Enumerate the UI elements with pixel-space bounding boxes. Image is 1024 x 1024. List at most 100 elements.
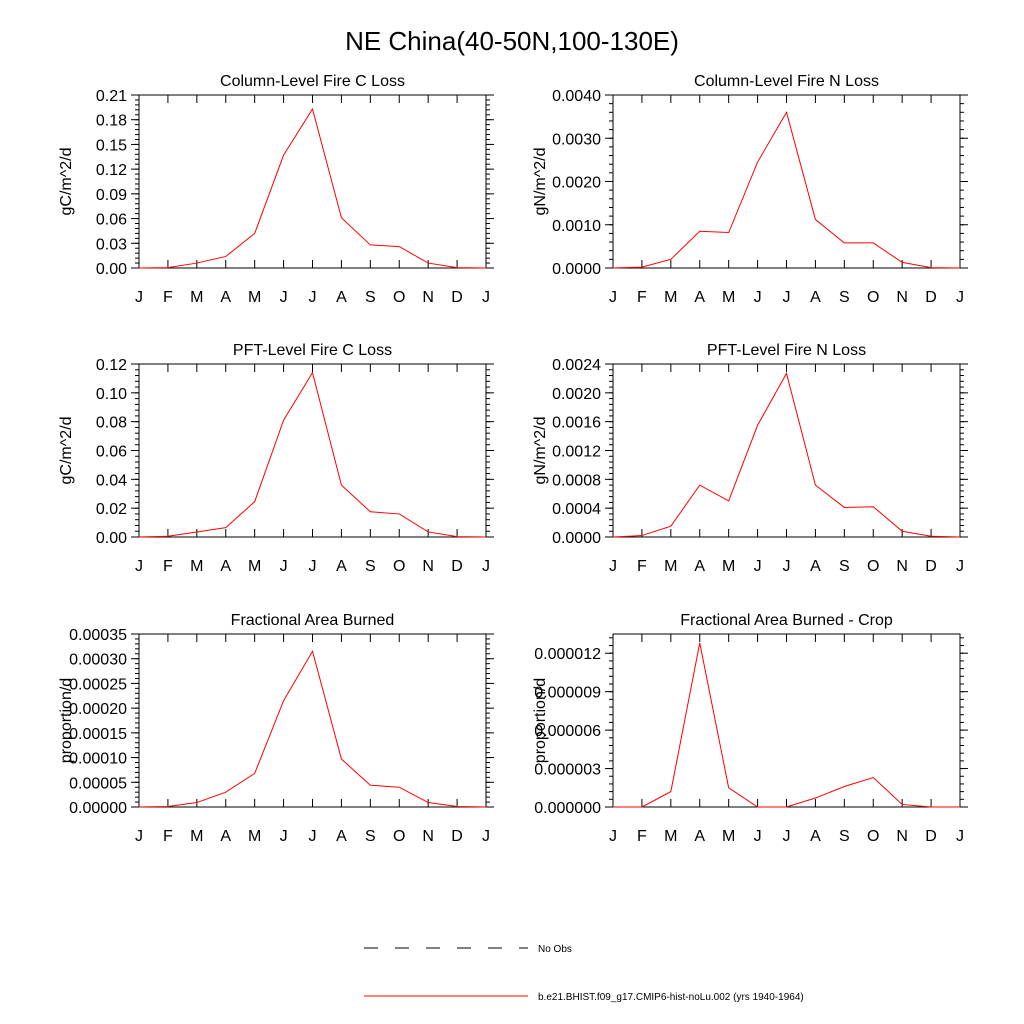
series-line bbox=[612, 372, 961, 538]
x-tick-label: J bbox=[956, 289, 964, 306]
x-tick-label: M bbox=[664, 558, 677, 575]
x-tick-label: S bbox=[365, 828, 376, 845]
x-tick-label: A bbox=[336, 289, 347, 306]
x-tick-label: J bbox=[309, 828, 317, 845]
x-tick-label: J bbox=[135, 289, 143, 306]
panel-title: Column-Level Fire C Loss bbox=[220, 73, 405, 90]
x-tick-label: M bbox=[190, 558, 203, 575]
legend-obs-label: No Obs bbox=[538, 944, 572, 955]
x-tick-label: S bbox=[365, 558, 376, 575]
y-tick-label: 0.0008 bbox=[552, 472, 601, 489]
plot-frame bbox=[138, 633, 487, 808]
panel-6: Fractional Area Burned - Crop proportion/… bbox=[532, 612, 968, 845]
x-tick-label: A bbox=[810, 828, 821, 845]
x-tick-label: M bbox=[190, 828, 203, 845]
x-tick-label: M bbox=[664, 828, 677, 845]
y-tick-label: 0.00010 bbox=[69, 751, 127, 768]
x-tick-label: F bbox=[163, 558, 173, 575]
panel-title: PFT-Level Fire C Loss bbox=[233, 342, 392, 359]
x-tick-label: F bbox=[163, 289, 173, 306]
y-tick-label: 0.0010 bbox=[552, 218, 601, 235]
legend: No Obs b.e21.BHIST.f09_g17.CMIP6-hist-no… bbox=[364, 944, 804, 1003]
x-tick-label: O bbox=[867, 289, 879, 306]
figure-title: NE China(40-50N,100-130E) bbox=[345, 26, 679, 56]
x-tick-label: N bbox=[896, 828, 908, 845]
x-tick-label: J bbox=[754, 289, 762, 306]
y-tick-label: 0.0030 bbox=[552, 131, 601, 148]
x-tick-label: S bbox=[839, 558, 850, 575]
y-tick-label: 0.000012 bbox=[534, 646, 601, 663]
series-line bbox=[613, 642, 960, 808]
y-tick-label: 0.08 bbox=[96, 415, 127, 432]
y-tick-label: 0.09 bbox=[96, 187, 127, 204]
x-tick-label: J bbox=[309, 558, 317, 575]
x-tick-label: J bbox=[309, 289, 317, 306]
x-tick-label: A bbox=[336, 828, 347, 845]
y-tick-label: 0.0020 bbox=[552, 386, 601, 403]
y-tick-label: 0.00025 bbox=[69, 676, 127, 693]
y-axis-label: gN/m^2/d bbox=[532, 417, 549, 485]
x-tick-label: F bbox=[163, 828, 173, 845]
x-tick-label: F bbox=[637, 828, 647, 845]
x-tick-label: A bbox=[220, 828, 231, 845]
y-tick-label: 0.12 bbox=[96, 357, 127, 374]
plot-frame bbox=[138, 363, 487, 538]
series-line bbox=[138, 107, 487, 269]
x-tick-label: F bbox=[637, 558, 647, 575]
x-tick-label: A bbox=[694, 289, 705, 306]
y-tick-label: 0.00030 bbox=[69, 652, 127, 669]
x-tick-label: M bbox=[664, 289, 677, 306]
y-tick-label: 0.00015 bbox=[69, 726, 127, 743]
x-tick-label: D bbox=[925, 289, 937, 306]
plot-frame bbox=[612, 633, 961, 808]
y-tick-label: 0.15 bbox=[96, 137, 127, 154]
legend-model-label: b.e21.BHIST.f09_g17.CMIP6-hist-noLu.002 … bbox=[538, 992, 804, 1003]
panel-title: Fractional Area Burned - Crop bbox=[680, 612, 893, 629]
series-line bbox=[612, 111, 961, 269]
x-tick-label: A bbox=[694, 558, 705, 575]
x-tick-label: N bbox=[896, 289, 908, 306]
x-tick-label: O bbox=[867, 558, 879, 575]
x-tick-label: O bbox=[393, 289, 405, 306]
x-tick-label: J bbox=[482, 828, 490, 845]
x-tick-label: A bbox=[220, 558, 231, 575]
x-tick-label: J bbox=[280, 558, 288, 575]
x-tick-label: J bbox=[135, 558, 143, 575]
x-tick-label: D bbox=[925, 558, 937, 575]
x-tick-label: J bbox=[783, 558, 791, 575]
series-line bbox=[138, 371, 487, 538]
x-tick-label: J bbox=[783, 289, 791, 306]
y-axis-label: proportion/d bbox=[532, 678, 549, 763]
y-axis-label: proportion/d bbox=[58, 678, 75, 763]
y-tick-label: 0.00 bbox=[96, 530, 127, 547]
x-tick-label: M bbox=[248, 558, 261, 575]
x-tick-label: O bbox=[393, 558, 405, 575]
x-tick-label: J bbox=[280, 828, 288, 845]
y-tick-label: 0.0012 bbox=[552, 444, 601, 461]
y-tick-label: 0.0020 bbox=[552, 175, 601, 192]
x-tick-label: J bbox=[754, 558, 762, 575]
y-tick-label: 0.00020 bbox=[69, 701, 127, 718]
x-tick-label: D bbox=[925, 828, 937, 845]
x-tick-label: J bbox=[482, 289, 490, 306]
y-tick-label: 0.000000 bbox=[534, 800, 601, 817]
x-tick-label: J bbox=[609, 558, 617, 575]
y-tick-label: 0.12 bbox=[96, 162, 127, 179]
y-tick-label: 0.0016 bbox=[552, 415, 601, 432]
y-tick-label: 0.000006 bbox=[534, 723, 601, 740]
x-tick-label: J bbox=[754, 828, 762, 845]
x-tick-label: J bbox=[956, 828, 964, 845]
panel-title: Column-Level Fire N Loss bbox=[694, 73, 879, 90]
panel-title: Fractional Area Burned bbox=[231, 612, 395, 629]
x-tick-label: M bbox=[248, 828, 261, 845]
x-tick-label: M bbox=[190, 289, 203, 306]
x-tick-label: N bbox=[896, 558, 908, 575]
y-tick-label: 0.06 bbox=[96, 444, 127, 461]
x-tick-label: O bbox=[867, 828, 879, 845]
y-tick-label: 0.02 bbox=[96, 501, 127, 518]
